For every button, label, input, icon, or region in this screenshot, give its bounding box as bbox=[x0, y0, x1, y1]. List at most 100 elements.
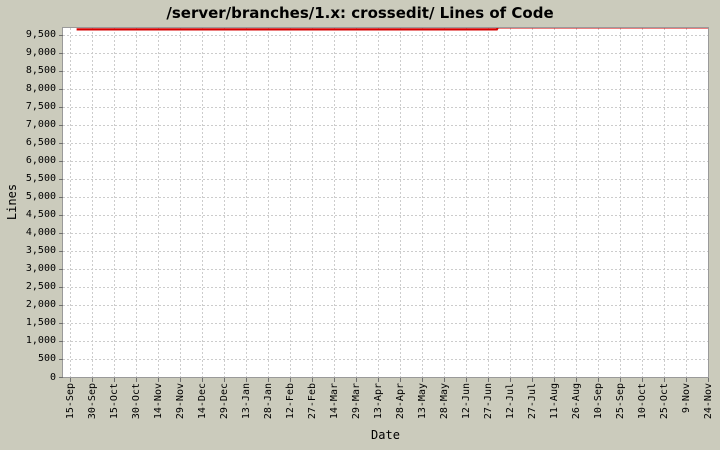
x-tick-label: 14-Mar bbox=[329, 383, 340, 420]
y-tick bbox=[59, 71, 63, 72]
x-tick-label: 24-Nov bbox=[703, 383, 714, 420]
x-tick-label: 28-Apr bbox=[395, 383, 406, 420]
series-line bbox=[76, 28, 708, 31]
x-tick bbox=[378, 378, 379, 382]
x-tick bbox=[664, 378, 665, 382]
x-tick bbox=[510, 378, 511, 382]
x-tick bbox=[136, 378, 137, 382]
y-tick-label: 5,500 bbox=[25, 173, 56, 185]
y-tick bbox=[59, 89, 63, 90]
x-tick bbox=[114, 378, 115, 382]
plot-svg bbox=[63, 28, 708, 377]
y-tick-label: 5,000 bbox=[25, 191, 56, 203]
x-tick bbox=[246, 378, 247, 382]
x-tick-label: 29-Mar bbox=[351, 383, 362, 420]
y-tick-label: 0 bbox=[49, 371, 56, 383]
x-tick-label: 27-Jun bbox=[483, 383, 494, 420]
x-tick bbox=[444, 378, 445, 382]
x-tick bbox=[92, 378, 93, 382]
x-tick-label: 15-Oct bbox=[109, 383, 120, 420]
y-tick bbox=[59, 323, 63, 324]
x-tick bbox=[70, 378, 71, 382]
x-tick bbox=[488, 378, 489, 382]
y-tick-label: 6,000 bbox=[25, 155, 56, 167]
x-tick bbox=[598, 378, 599, 382]
y-tick-label: 8,000 bbox=[25, 83, 56, 95]
x-tick-label: 13-May bbox=[417, 383, 428, 420]
x-tick bbox=[290, 378, 291, 382]
y-tick bbox=[59, 359, 63, 360]
y-tick-label: 2,000 bbox=[25, 299, 56, 311]
y-tick-label: 9,000 bbox=[25, 47, 56, 59]
x-tick-label: 12-Jul bbox=[505, 383, 516, 420]
x-tick bbox=[708, 378, 709, 382]
y-tick bbox=[59, 143, 63, 144]
plot-area bbox=[63, 28, 708, 377]
x-tick-label: 12-Jun bbox=[461, 383, 472, 420]
y-tick bbox=[59, 341, 63, 342]
y-tick bbox=[59, 305, 63, 306]
x-tick-label: 13-Apr bbox=[373, 383, 384, 420]
y-tick bbox=[59, 197, 63, 198]
chart-title: /server/branches/1.x: crossedit/ Lines o… bbox=[166, 4, 554, 22]
x-tick bbox=[356, 378, 357, 382]
y-tick-label: 2,500 bbox=[25, 281, 56, 293]
y-tick bbox=[59, 287, 63, 288]
x-tick bbox=[642, 378, 643, 382]
x-tick-label: 9-Nov bbox=[681, 383, 692, 414]
y-tick-label: 3,500 bbox=[25, 245, 56, 257]
x-tick bbox=[224, 378, 225, 382]
y-tick bbox=[59, 53, 63, 54]
x-tick bbox=[202, 378, 203, 382]
y-tick bbox=[59, 161, 63, 162]
x-tick-label: 30-Oct bbox=[131, 383, 142, 420]
x-tick-label: 26-Aug bbox=[571, 383, 582, 420]
x-tick-label: 27-Jul bbox=[527, 383, 538, 420]
x-tick-label: 28-Jan bbox=[263, 383, 274, 420]
y-tick bbox=[59, 251, 63, 252]
x-tick-label: 14-Dec bbox=[197, 383, 208, 420]
x-tick-label: 15-Sep bbox=[65, 383, 76, 420]
y-tick-label: 1,000 bbox=[25, 335, 56, 347]
x-tick bbox=[576, 378, 577, 382]
x-axis-title: Date bbox=[371, 428, 400, 442]
x-tick bbox=[466, 378, 467, 382]
x-tick-label: 25-Oct bbox=[659, 383, 670, 420]
y-tick-label: 6,500 bbox=[25, 137, 56, 149]
x-tick-label: 30-Sep bbox=[87, 383, 98, 420]
y-tick bbox=[59, 179, 63, 180]
x-tick bbox=[620, 378, 621, 382]
x-tick bbox=[312, 378, 313, 382]
x-tick-label: 28-May bbox=[439, 383, 450, 420]
y-tick-label: 4,500 bbox=[25, 209, 56, 221]
y-tick bbox=[59, 377, 63, 378]
y-tick bbox=[59, 107, 63, 108]
y-tick-label: 4,000 bbox=[25, 227, 56, 239]
x-tick-label: 13-Jan bbox=[241, 383, 252, 420]
y-tick bbox=[59, 35, 63, 36]
x-tick bbox=[400, 378, 401, 382]
y-tick bbox=[59, 269, 63, 270]
y-tick-label: 3,000 bbox=[25, 263, 56, 275]
y-tick bbox=[59, 215, 63, 216]
x-tick bbox=[422, 378, 423, 382]
y-tick bbox=[59, 233, 63, 234]
x-tick-label: 12-Feb bbox=[285, 383, 296, 420]
x-tick bbox=[180, 378, 181, 382]
y-tick-label: 1,500 bbox=[25, 317, 56, 329]
x-tick-label: 29-Nov bbox=[175, 383, 186, 420]
y-tick-label: 7,000 bbox=[25, 119, 56, 131]
x-tick-label: 10-Sep bbox=[593, 383, 604, 420]
x-tick bbox=[334, 378, 335, 382]
y-tick bbox=[59, 125, 63, 126]
x-tick bbox=[158, 378, 159, 382]
x-tick-label: 29-Dec bbox=[219, 383, 230, 420]
x-tick bbox=[686, 378, 687, 382]
y-tick-label: 8,500 bbox=[25, 65, 56, 77]
x-tick bbox=[532, 378, 533, 382]
x-tick-label: 25-Sep bbox=[615, 383, 626, 420]
x-tick bbox=[268, 378, 269, 382]
x-tick bbox=[554, 378, 555, 382]
x-tick-label: 10-Oct bbox=[637, 383, 648, 420]
